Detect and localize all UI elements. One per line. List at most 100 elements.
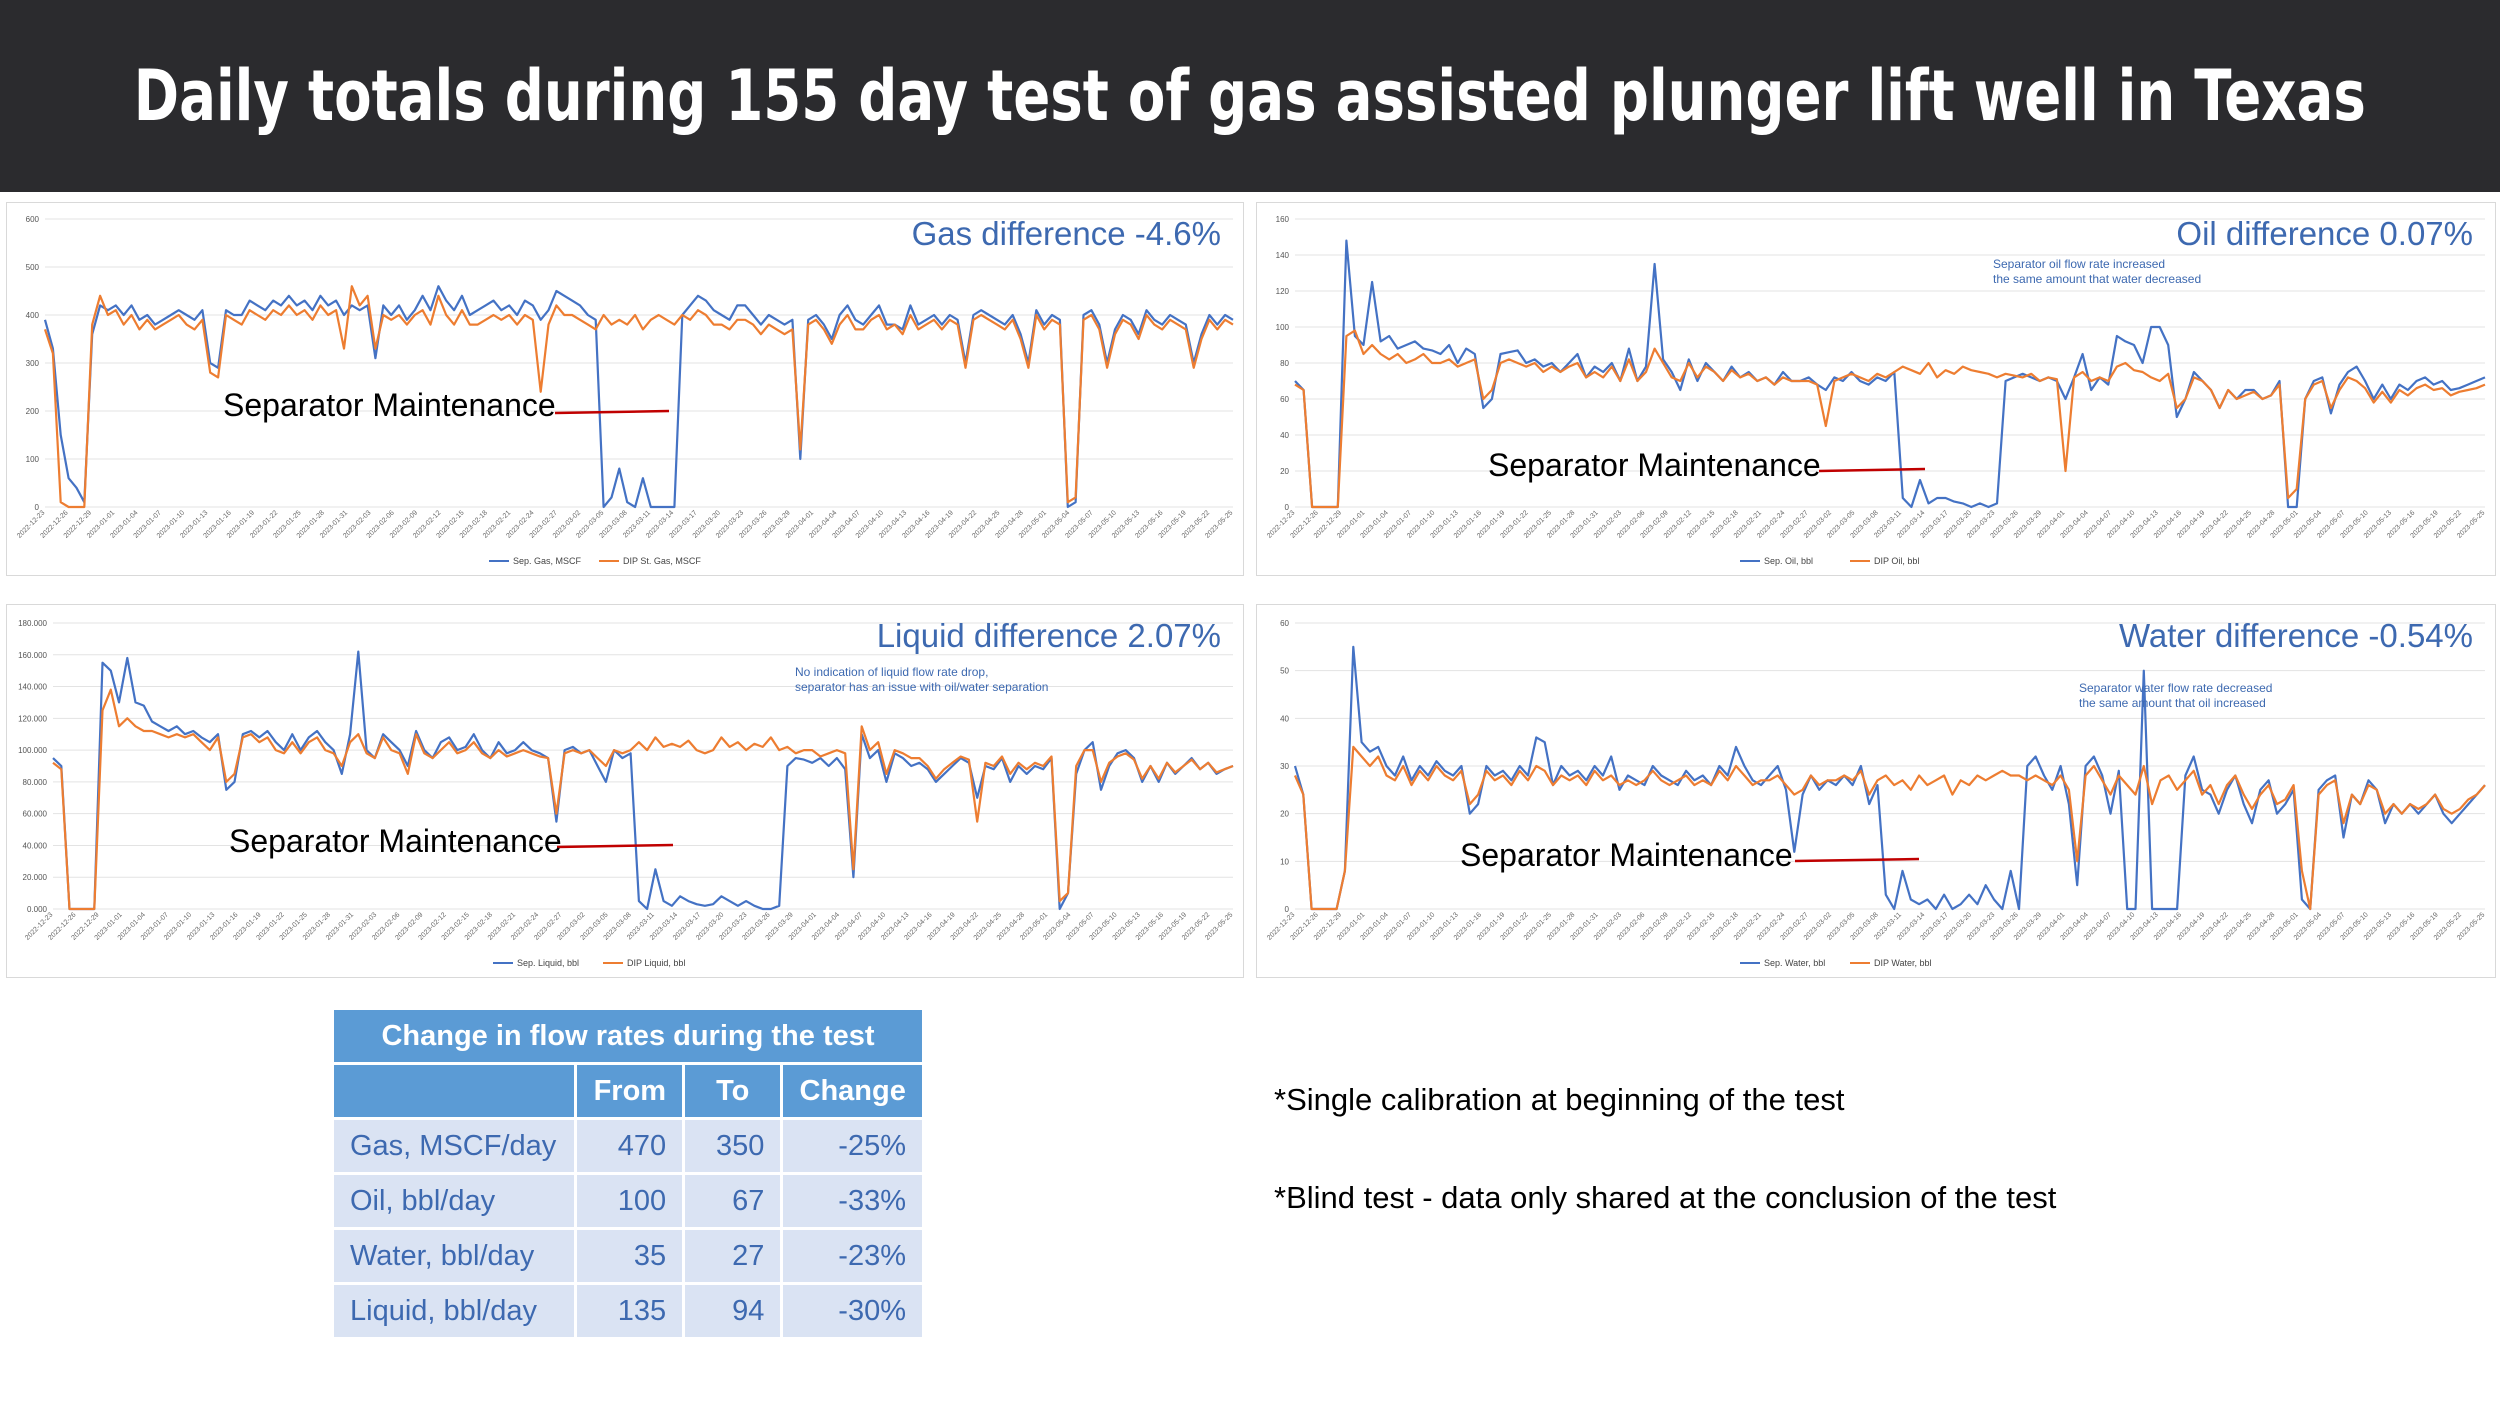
row-from: 135: [577, 1285, 683, 1337]
series-line-dip: [1293, 745, 2486, 911]
water-note-line-1: Separator water flow rate decreased: [2079, 681, 2273, 695]
row-to: 67: [685, 1175, 781, 1227]
row-from: 35: [577, 1230, 683, 1282]
table-row: Water, bbl/day 35 27 -23%: [334, 1230, 922, 1282]
table-header-to: To: [685, 1065, 781, 1117]
y-tick-label: 600: [26, 215, 40, 224]
row-change: -23%: [783, 1230, 922, 1282]
row-label: Oil, bbl/day: [334, 1175, 575, 1227]
y-tick-label: 0: [1285, 905, 1290, 914]
oil-chart-title: Oil difference 0.07%: [2176, 215, 2473, 252]
water-chart-note: Separator water flow rate decreased the …: [2079, 681, 2272, 711]
y-tick-label: 30: [1280, 762, 1289, 771]
y-tick-label: 0.000: [27, 905, 48, 914]
row-to: 350: [685, 1120, 781, 1172]
y-tick-label: 400: [26, 311, 40, 320]
y-tick-label: 20: [1280, 810, 1289, 819]
table-row: Oil, bbl/day 100 67 -33%: [334, 1175, 922, 1227]
table-row: Liquid, bbl/day 135 94 -30%: [334, 1285, 922, 1337]
liquid-chart-note: No indication of liquid flow rate drop, …: [795, 665, 1048, 695]
separator-maintenance-label: Separator Maintenance: [1488, 447, 1821, 483]
table-caption-row: Change in flow rates during the test: [334, 1010, 922, 1062]
row-from: 470: [577, 1120, 683, 1172]
title-bar: Daily totals during 155 day test of gas …: [0, 0, 2500, 192]
legend-label: DIP St. Gas, MSCF: [623, 556, 701, 566]
y-tick-label: 40: [1280, 431, 1289, 440]
row-from: 100: [577, 1175, 683, 1227]
series-line-dip: [1294, 329, 2486, 509]
y-tick-label: 120: [1276, 287, 1290, 296]
flow-rate-table: Change in flow rates during the test Fro…: [331, 1007, 925, 1340]
legend-label: DIP Oil, bbl: [1874, 556, 1919, 566]
table-header-from: From: [577, 1065, 683, 1117]
oil-chart-note: Separator oil flow rate increased the sa…: [1993, 257, 2201, 287]
y-tick-label: 80.000: [23, 778, 48, 787]
liquid-chart: 0.000 20.000 40.000 60.000 80.000 100.000 120.…: [6, 604, 1244, 978]
table-caption: Change in flow rates during the test: [334, 1010, 922, 1062]
y-tick-label: 20.000: [23, 873, 48, 882]
row-to: 94: [685, 1285, 781, 1337]
series-line-sep: [1293, 645, 2486, 911]
y-tick-label: 80: [1280, 359, 1289, 368]
footnote-blind-test: *Blind test - data only shared at the co…: [1274, 1180, 2057, 1215]
page-title: Daily totals during 155 day test of gas …: [133, 55, 2367, 137]
liquid-chart-svg: 0.000 20.000 40.000 60.000 80.000 100.000 120.…: [18, 619, 1234, 968]
series-line-dip: [52, 688, 1234, 911]
y-tick-label: 120.000: [18, 714, 47, 723]
liquid-note-line-1: No indication of liquid flow rate drop,: [795, 665, 989, 679]
row-change: -30%: [783, 1285, 922, 1337]
annotation-pointer-line: [554, 409, 670, 415]
y-tick-label: 40: [1280, 714, 1289, 723]
series-line-dip: [43, 285, 1234, 509]
annotation-pointer-line: [556, 843, 674, 849]
table-header-blank: [334, 1065, 575, 1117]
y-tick-label: 100: [26, 455, 40, 464]
row-label: Liquid, bbl/day: [334, 1285, 575, 1337]
table-header-change: Change: [783, 1065, 922, 1117]
legend-label: DIP Liquid, bbl: [627, 958, 685, 968]
row-label: Gas, MSCF/day: [334, 1120, 575, 1172]
y-tick-label: 300: [26, 359, 40, 368]
y-tick-label: 0: [35, 503, 40, 512]
legend-label: Sep. Liquid, bbl: [517, 958, 579, 968]
y-tick-label: 200: [26, 407, 40, 416]
y-tick-label: 140: [1276, 251, 1290, 260]
water-chart-svg: 01020304050602022-12-232022-12-262022-12…: [1266, 619, 2486, 968]
legend-label: Sep. Water, bbl: [1764, 958, 1825, 968]
y-tick-label: 180.000: [18, 619, 47, 628]
row-to: 27: [685, 1230, 781, 1282]
oil-chart-svg: 0204060801001201401602022-12-232022-12-2…: [1266, 215, 2486, 566]
row-label: Water, bbl/day: [334, 1230, 575, 1282]
y-tick-label: 160: [1276, 215, 1290, 224]
y-tick-label: 0: [1285, 503, 1290, 512]
y-tick-label: 160.000: [18, 651, 47, 660]
water-chart: 0 10 20 30 40 50 60 2022-12-23 2022-12-26 2022-12…: [1256, 604, 2496, 978]
legend-label: Sep. Gas, MSCF: [513, 556, 582, 566]
legend-label: DIP Water, bbl: [1874, 958, 1932, 968]
annotation-pointer-line: [1818, 467, 1926, 473]
series-line-sep: [52, 650, 1234, 911]
table-header-row: From To Change: [334, 1065, 922, 1117]
y-tick-label: 20: [1280, 467, 1289, 476]
separator-maintenance-label: Separator Maintenance: [1460, 837, 1793, 873]
y-tick-label: 100: [1276, 323, 1290, 332]
gas-chart-svg: 01002003004005006002022-12-232022-12-262…: [16, 215, 1234, 566]
y-tick-label: 50: [1280, 667, 1289, 676]
water-chart-title: Water difference -0.54%: [2118, 617, 2473, 654]
row-change: -33%: [783, 1175, 922, 1227]
y-tick-label: 500: [26, 263, 40, 272]
liquid-note-line-2: separator has an issue with oil/water se…: [795, 680, 1049, 694]
y-tick-label: 60: [1280, 395, 1289, 404]
y-tick-label: 100.000: [18, 746, 47, 755]
separator-maintenance-label: Separator Maintenance: [223, 387, 556, 423]
y-tick-label: 60.000: [23, 810, 48, 819]
y-tick-label: 10: [1280, 857, 1289, 866]
y-tick-label: 40.000: [23, 841, 48, 850]
oil-chart: 0 20 40 60 80 100 120 140 160 2022-12-23 2022-12-2…: [1256, 202, 2496, 576]
table-row: Gas, MSCF/day 470 350 -25%: [334, 1120, 922, 1172]
legend-label: Sep. Oil, bbl: [1764, 556, 1813, 566]
oil-note-line-2: the same amount that water decreased: [1993, 272, 2202, 286]
water-note-line-2: the same amount that oil increased: [2079, 696, 2266, 710]
row-change: -25%: [783, 1120, 922, 1172]
annotation-pointer-line: [1794, 857, 1920, 863]
